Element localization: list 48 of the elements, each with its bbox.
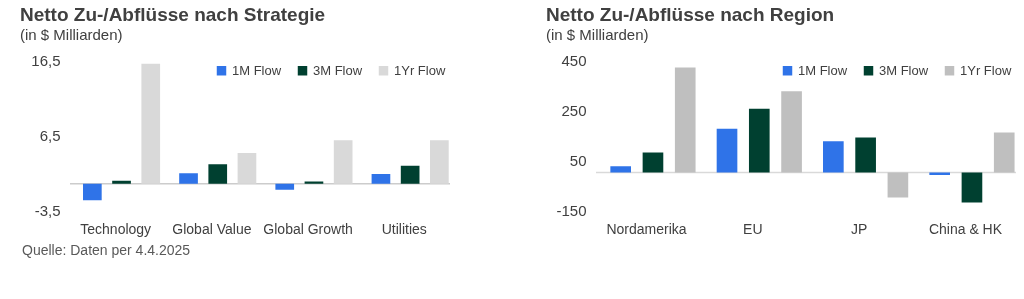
legend-label: 1M Flow <box>232 62 282 78</box>
bar <box>141 63 161 184</box>
bar <box>716 128 738 173</box>
y-tick-label: 450 <box>561 51 587 69</box>
legend-label: 3M Flow <box>879 62 929 78</box>
x-tick-label: EU <box>743 220 763 237</box>
y-tick-label: 16,5 <box>31 51 61 69</box>
bar <box>748 108 770 173</box>
bar <box>855 137 876 173</box>
bar <box>430 140 449 184</box>
bar <box>208 164 228 184</box>
bar <box>887 172 909 198</box>
bar <box>179 173 198 184</box>
bar <box>781 91 802 173</box>
x-tick-label: Global Growth <box>263 220 353 237</box>
x-tick-label: China & HK <box>928 220 1003 237</box>
chart-title: Netto Zu-/Abflüsse nach Region <box>546 4 835 25</box>
bar <box>371 174 391 184</box>
bar <box>82 183 102 201</box>
bar <box>333 140 353 184</box>
chart-title: Netto Zu-/Abflüsse nach Strategie <box>20 4 326 25</box>
legend-label: 1M Flow <box>798 62 848 78</box>
bar <box>993 132 1015 173</box>
bar <box>642 152 664 173</box>
y-tick-label: 6,5 <box>39 126 61 144</box>
chart-subtitle: (in $ Milliarden) <box>20 26 123 43</box>
y-tick-label: 50 <box>569 151 587 169</box>
chart-subtitle: (in $ Milliarden) <box>546 26 649 43</box>
source-note: Quelle: Daten per 4.4.2025 <box>0 242 1024 258</box>
x-tick-label: Nordamerika <box>606 220 687 237</box>
bar <box>275 183 295 190</box>
y-tick-label: 250 <box>561 101 587 119</box>
bar <box>823 141 844 173</box>
x-tick-label: Utilities <box>381 220 427 237</box>
legend-label: 1Yr Flow <box>394 62 446 78</box>
bar <box>674 67 696 173</box>
x-tick-label: JP <box>850 220 868 237</box>
y-tick-label: -3,5 <box>34 201 61 219</box>
bar <box>237 153 257 184</box>
y-tick-label: -150 <box>556 201 587 219</box>
bar <box>400 165 420 184</box>
bar <box>112 180 131 184</box>
bar <box>610 166 632 173</box>
x-tick-label: Technology <box>80 220 152 237</box>
x-tick-label: Global Value <box>172 220 252 237</box>
bar <box>961 172 983 203</box>
legend-label: 1Yr Flow <box>960 62 1012 78</box>
legend-label: 3M Flow <box>313 62 363 78</box>
